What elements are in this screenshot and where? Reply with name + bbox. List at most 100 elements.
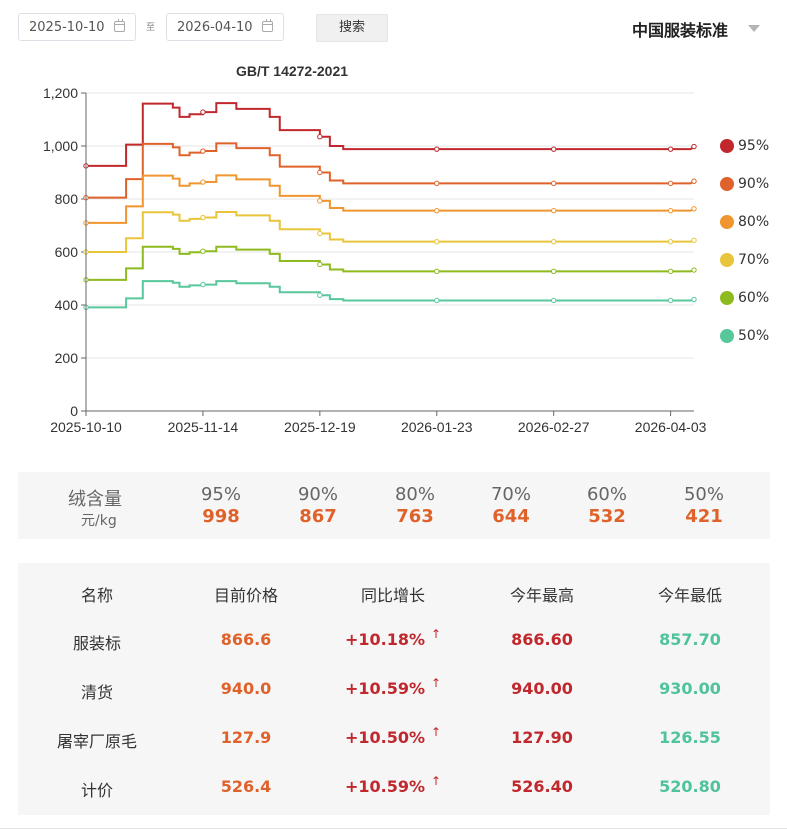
y-tick-label: 800 (55, 191, 79, 207)
row-growth: +10.50% ↑ (328, 725, 458, 747)
legend-label: 90% (738, 176, 770, 192)
summary-value: 532 (588, 506, 626, 527)
y-tick-label: 600 (55, 244, 79, 260)
summary-value: 763 (396, 506, 434, 527)
row-price: 940.0 (220, 679, 272, 698)
grid-lines (86, 92, 694, 359)
summary-value: 421 (685, 506, 723, 527)
data-point (434, 268, 440, 275)
series-line (86, 210, 695, 253)
summary-percent: 95% (200, 484, 241, 505)
start-date-input[interactable]: 2025-10-10 (18, 13, 136, 41)
series-line (86, 174, 695, 224)
data-point (317, 261, 323, 268)
y-tick-label: 400 (55, 297, 79, 313)
data-point (434, 180, 440, 187)
row-low: 520.80 (659, 777, 721, 796)
date-range-separator: 至 (146, 23, 156, 33)
summary-percent: 60% (586, 484, 627, 505)
chevron-down-icon[interactable] (748, 25, 760, 32)
price-line-chart: GB/T 14272-2021 02004006008001,0001,200 … (43, 63, 707, 435)
legend-label: 80% (738, 214, 770, 230)
data-point (667, 207, 674, 214)
standard-select[interactable]: 中国服装标准 (632, 21, 729, 40)
legend-dot-icon (720, 139, 734, 153)
x-tick-label: 2025-12-19 (284, 419, 356, 435)
series-line (86, 280, 695, 309)
legend-label: 50% (738, 328, 770, 344)
row-growth: +10.18% ↑ (328, 627, 458, 649)
y-tick-label: 1,000 (43, 138, 78, 154)
data-point (317, 230, 323, 237)
growth-value: +10.50% (344, 728, 425, 747)
growth-value: +10.59% (344, 777, 425, 796)
y-axis-ticks: 0 200 400 600 800 1,000 1,200 (43, 85, 86, 419)
data-point (691, 267, 697, 273)
data-point (200, 248, 206, 254)
price-table: 名称 目前价格 同比增长 今年最高 今年最低 服装标 866.6 +10.18%… (18, 563, 770, 815)
arrow-up-icon: ↑ (430, 725, 442, 739)
data-point (667, 297, 674, 304)
row-price: 127.9 (220, 728, 272, 747)
data-point (550, 207, 557, 214)
row-name: 屠宰厂原毛 (56, 732, 137, 751)
data-point (667, 180, 674, 187)
data-point (200, 109, 206, 115)
summary-title: 绒含量 (68, 489, 122, 510)
growth-value: +10.59% (344, 679, 425, 698)
data-point (434, 297, 440, 304)
arrow-up-icon: ↑ (430, 676, 442, 690)
summary-value: 867 (299, 506, 337, 527)
x-tick-label: 2026-04-03 (635, 419, 707, 435)
data-point (550, 297, 557, 304)
legend-dot-icon (720, 291, 734, 305)
row-growth: +10.59% ↑ (328, 774, 458, 796)
summary-value: 644 (492, 506, 530, 527)
x-tick-label: 2026-01-23 (401, 419, 473, 435)
row-growth: +10.59% ↑ (328, 676, 458, 698)
down-content-summary: 绒含量 元/kg 95% 998 90% 867 80% 763 70% 644… (18, 472, 770, 539)
arrow-up-icon: ↑ (430, 627, 442, 641)
header-name: 名称 (80, 586, 113, 605)
search-button[interactable]: 搜索 (316, 14, 388, 42)
legend-dot-icon (720, 215, 734, 229)
data-point (317, 134, 323, 140)
y-tick-label: 200 (55, 350, 79, 366)
end-date-value: 2026-04-10 (177, 20, 253, 35)
summary-percent: 50% (683, 484, 724, 505)
growth-value: +10.18% (344, 630, 425, 649)
data-point (317, 198, 323, 204)
chart-title: GB/T 14272-2021 (236, 63, 348, 79)
summary-percent: 90% (297, 484, 338, 505)
row-low: 126.55 (659, 728, 721, 747)
legend-dot-icon (720, 329, 734, 343)
header-price: 目前价格 (213, 586, 278, 605)
row-price: 866.6 (220, 630, 272, 649)
header-low: 今年最低 (657, 586, 722, 605)
x-axis-ticks: 2025-10-10 2025-11-14 2025-12-19 2026-01-23… (50, 411, 707, 435)
data-point (550, 268, 557, 275)
axes (85, 93, 694, 412)
data-point (550, 238, 557, 245)
calendar-icon (114, 19, 125, 32)
end-date-input[interactable]: 2026-04-10 (166, 13, 284, 41)
series-line (86, 102, 695, 167)
header-high: 今年最高 (509, 586, 574, 605)
series-line (86, 245, 695, 281)
row-low: 857.70 (659, 630, 721, 649)
row-high: 866.60 (511, 630, 573, 649)
legend-label: 70% (738, 252, 770, 268)
summary-unit: 元/kg (81, 513, 117, 529)
data-point (550, 146, 557, 152)
calendar-icon (262, 19, 273, 32)
data-point (667, 268, 674, 275)
legend-dot-icon (720, 177, 734, 191)
y-tick-label: 1,200 (43, 85, 78, 101)
data-point (200, 148, 206, 154)
data-point (200, 179, 206, 185)
data-point (691, 237, 697, 244)
x-tick-label: 2025-11-14 (168, 419, 239, 435)
data-point (667, 238, 674, 245)
summary-percent: 70% (490, 484, 531, 505)
x-tick-label: 2025-10-10 (50, 419, 122, 435)
